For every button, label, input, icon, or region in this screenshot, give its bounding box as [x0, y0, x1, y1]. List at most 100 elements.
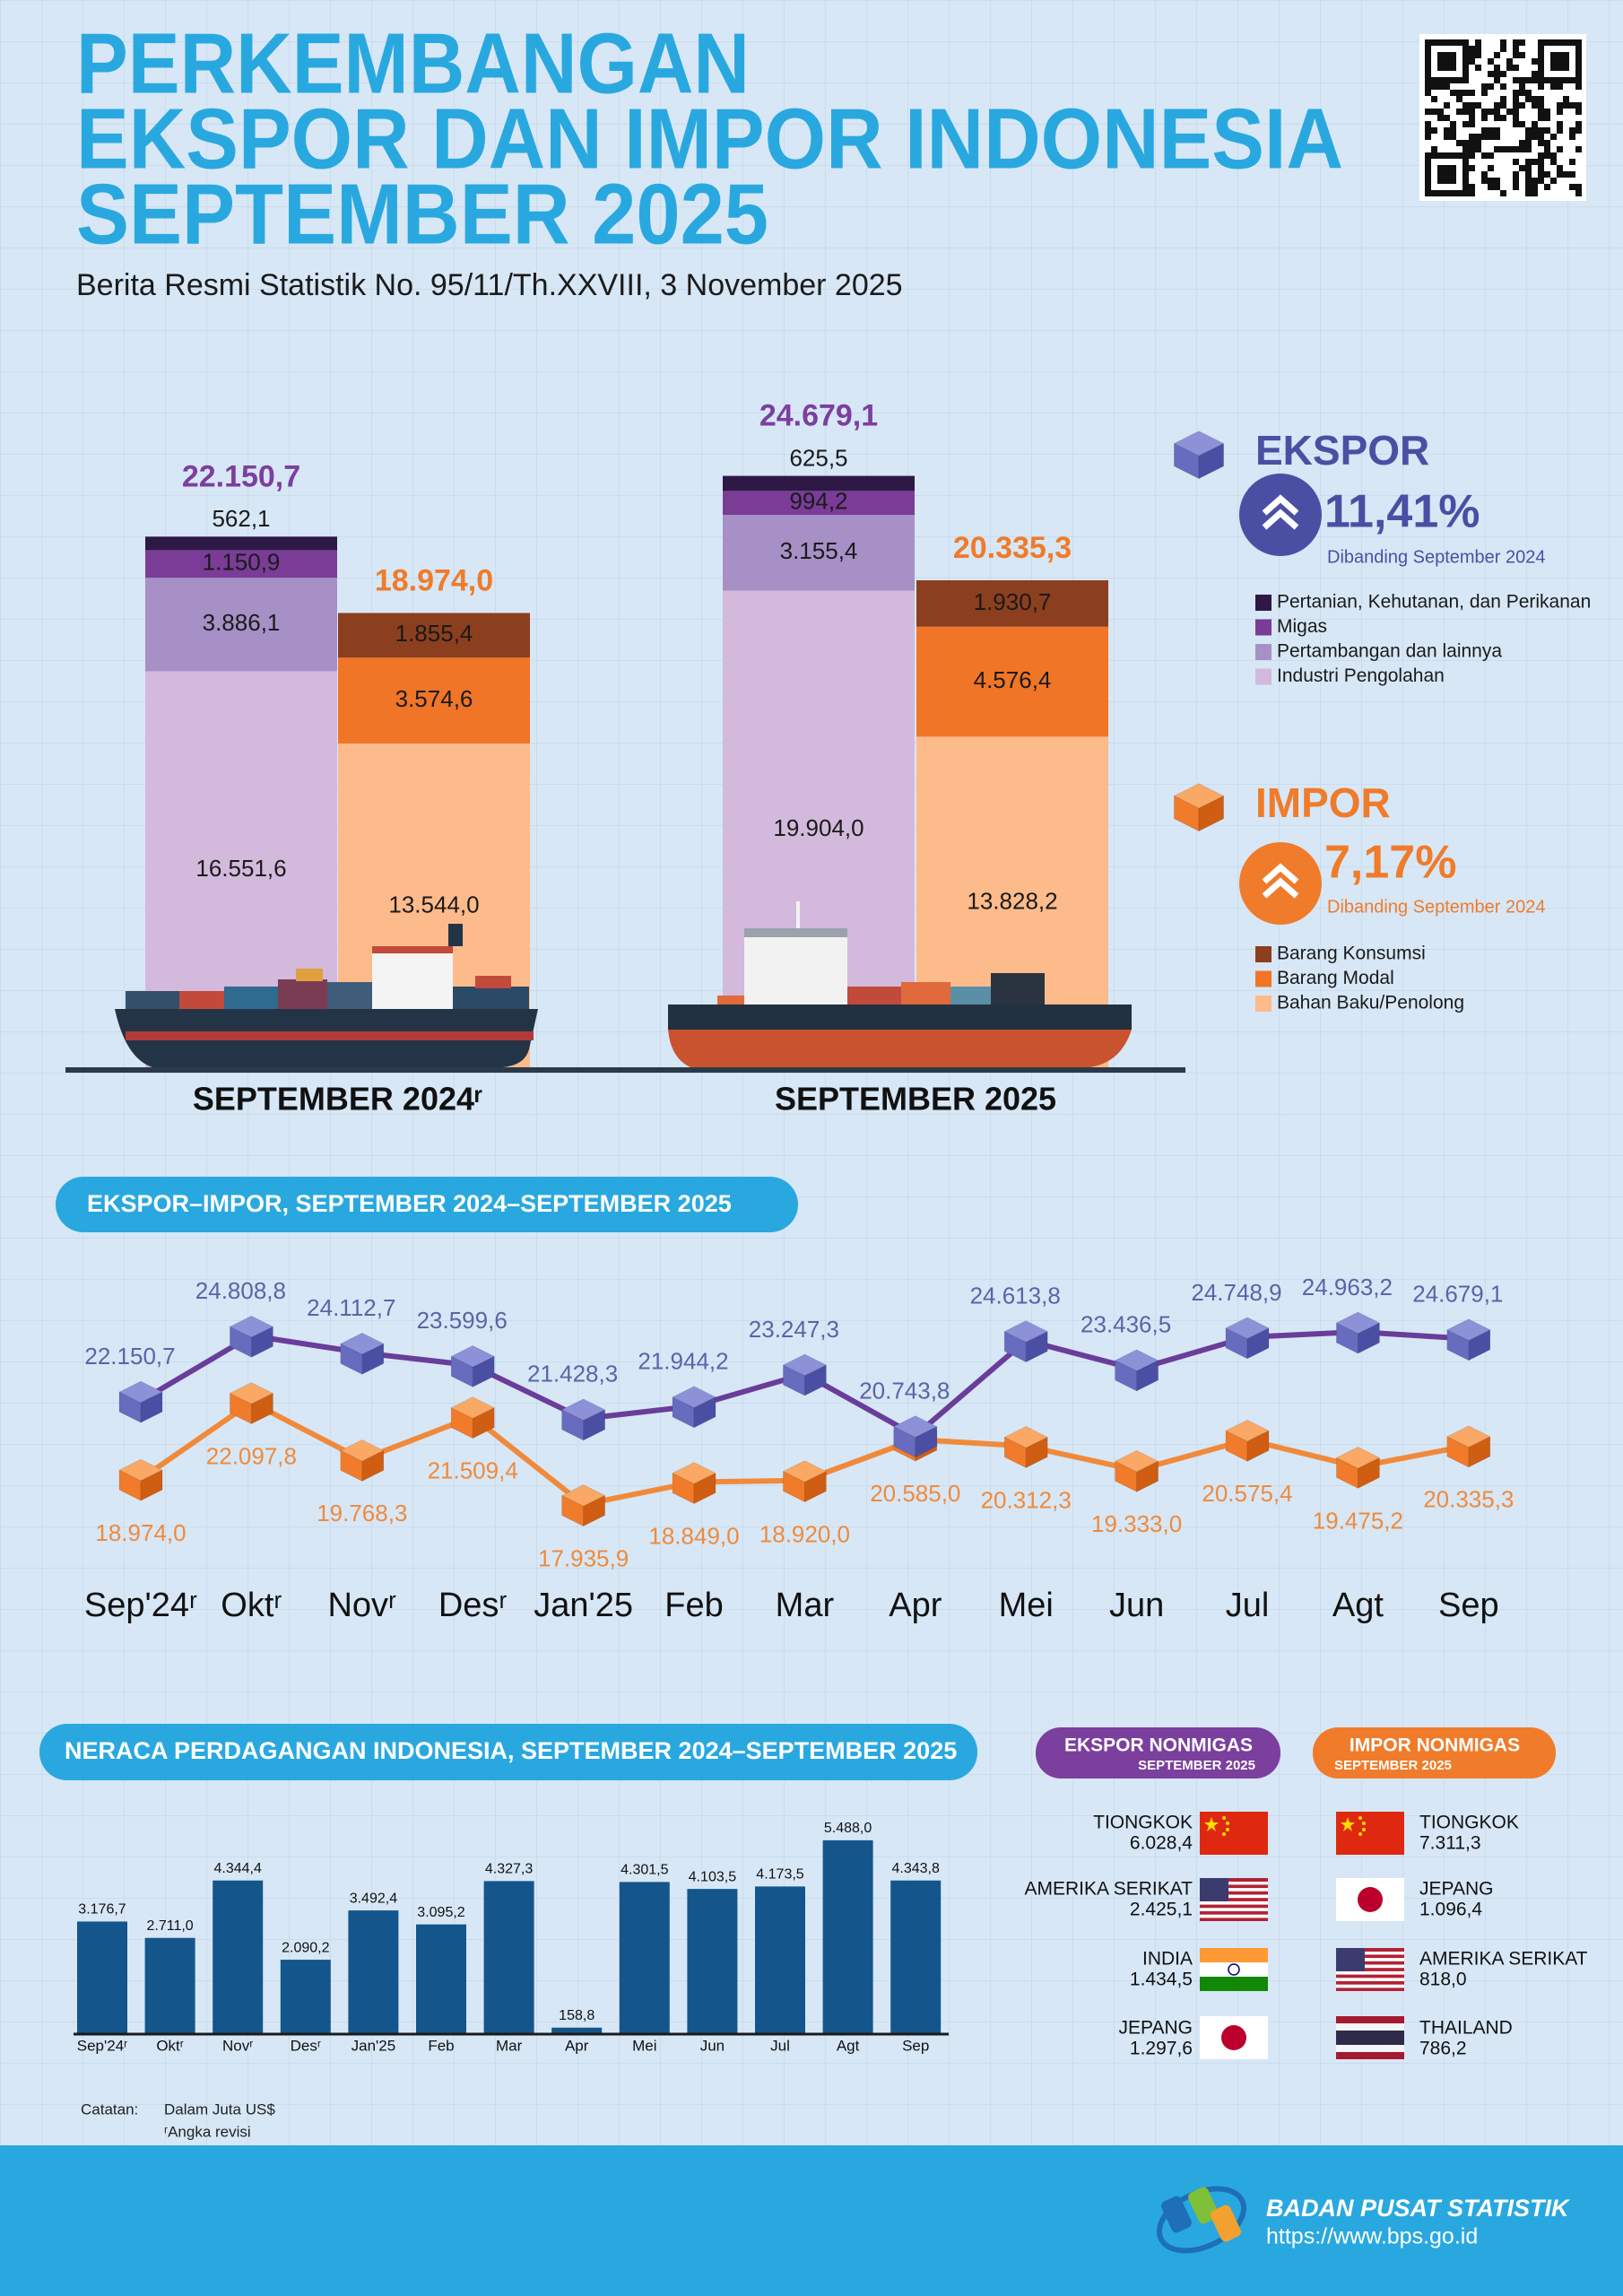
cube-face	[251, 1393, 273, 1425]
cube-face	[140, 1469, 163, 1501]
cube-face	[804, 1364, 827, 1396]
qr-module	[1469, 152, 1475, 159]
bar-segment	[723, 491, 915, 516]
data-label: 24.808,8	[195, 1277, 286, 1304]
qr-module	[1462, 140, 1469, 146]
bar	[213, 1880, 264, 2033]
bar	[890, 1880, 942, 2033]
qr-module	[1462, 90, 1469, 96]
qr-module	[1538, 140, 1544, 146]
cube-marker	[340, 1332, 385, 1375]
qr-module	[1494, 146, 1500, 152]
legend-swatch	[1255, 619, 1271, 636]
chevron	[1262, 863, 1299, 884]
qr-module	[1557, 102, 1563, 109]
title-line: PERKEMBANGAN	[76, 15, 750, 111]
qr-module	[1481, 90, 1488, 96]
cube-face	[693, 1396, 716, 1429]
qr-module	[1481, 109, 1488, 115]
partner-value: 1.096,4	[1419, 1900, 1482, 1920]
note: ʳAngka revisi	[164, 2123, 251, 2140]
cube-marker	[229, 1382, 274, 1425]
qr-module	[1481, 115, 1488, 121]
partner-title: EKSPOR NONMIGAS	[1064, 1735, 1253, 1756]
data-label: 3.176,7	[78, 1902, 126, 1918]
legend-swatch	[1255, 668, 1271, 685]
cube-face	[361, 1343, 385, 1375]
qr-module	[1488, 152, 1494, 159]
qr-module	[1519, 90, 1525, 96]
x-tick-label: Jan'25	[534, 1587, 633, 1624]
ship-bridge	[744, 933, 847, 1004]
qr-module	[1532, 71, 1538, 77]
cube-marker	[1114, 1349, 1159, 1392]
qr-module	[1488, 71, 1494, 77]
bar	[755, 1886, 805, 2033]
bar	[348, 1910, 399, 2033]
qr-module	[1456, 96, 1462, 102]
cube-marker	[1003, 1426, 1048, 1468]
data-label: 22.097,8	[206, 1442, 297, 1469]
qr-module	[1444, 134, 1450, 140]
qr-module	[1513, 115, 1519, 121]
flag	[1336, 2016, 1404, 2059]
partner-value: 2.425,1	[1130, 1900, 1193, 1920]
qr-module	[1538, 165, 1544, 171]
cube-marker	[1225, 1419, 1270, 1462]
qr-module	[1532, 159, 1538, 165]
qr-module	[1513, 90, 1519, 96]
qr-module	[1557, 121, 1563, 127]
x-tick-label: Sep'24ʳ	[77, 2037, 127, 2054]
qr-module	[1513, 52, 1519, 58]
qr-module	[1532, 127, 1538, 134]
qr-module	[1494, 115, 1500, 121]
qr-module	[1544, 140, 1550, 146]
x-tick-label: Jul	[1226, 1587, 1270, 1624]
cube-face	[1025, 1331, 1048, 1363]
cube-face	[583, 1409, 605, 1441]
qr-module	[1519, 39, 1525, 46]
qr-module	[1532, 184, 1538, 190]
x-tick-label: Agt	[1332, 1587, 1384, 1624]
legend-label: Barang Modal	[1277, 968, 1394, 988]
legend-label: Pertanian, Kehutanan, dan Perikanan	[1277, 592, 1591, 613]
x-tick-label: Oktʳ	[156, 2037, 184, 2054]
cube-marker	[672, 1386, 716, 1429]
qr-module	[1569, 184, 1575, 190]
data-label: 24.679,1	[1412, 1281, 1503, 1308]
qr-module	[1431, 146, 1437, 152]
qr-module	[1550, 152, 1557, 159]
qr-module	[1575, 102, 1582, 109]
total-label: 24.679,1	[759, 399, 878, 433]
cube-face	[1358, 1457, 1380, 1489]
cube-face	[1246, 1327, 1270, 1360]
qr-module	[1550, 178, 1557, 184]
qr-module	[1525, 140, 1532, 146]
qr-module	[1469, 46, 1475, 52]
cube-marker	[672, 1462, 716, 1505]
qr-module	[1506, 65, 1513, 71]
qr-module	[1488, 58, 1494, 65]
qr-module	[1519, 102, 1525, 109]
cube-face	[1025, 1436, 1048, 1468]
qr-module	[1544, 109, 1550, 115]
data-label: 23.599,6	[417, 1307, 508, 1334]
subtitle: Berita Resmi Statistik No. 95/11/Th.XXVI…	[76, 268, 903, 302]
data-label: 3.492,4	[350, 1891, 397, 1906]
bar	[416, 1924, 466, 2033]
bar-segment	[145, 578, 337, 672]
chevron	[1262, 509, 1299, 530]
cube-face	[472, 1355, 495, 1387]
qr-module	[1456, 90, 1462, 96]
x-tick-label: Apr	[889, 1587, 942, 1624]
cube-face	[583, 1495, 605, 1527]
qr-module	[1575, 190, 1582, 196]
qr-module	[1425, 134, 1431, 140]
qr-module	[1469, 109, 1475, 115]
qr-module	[1437, 109, 1444, 115]
qr-module	[1532, 190, 1538, 196]
qr-module	[1513, 65, 1519, 71]
qr-module	[1500, 115, 1506, 121]
cube-marker	[1173, 430, 1225, 480]
